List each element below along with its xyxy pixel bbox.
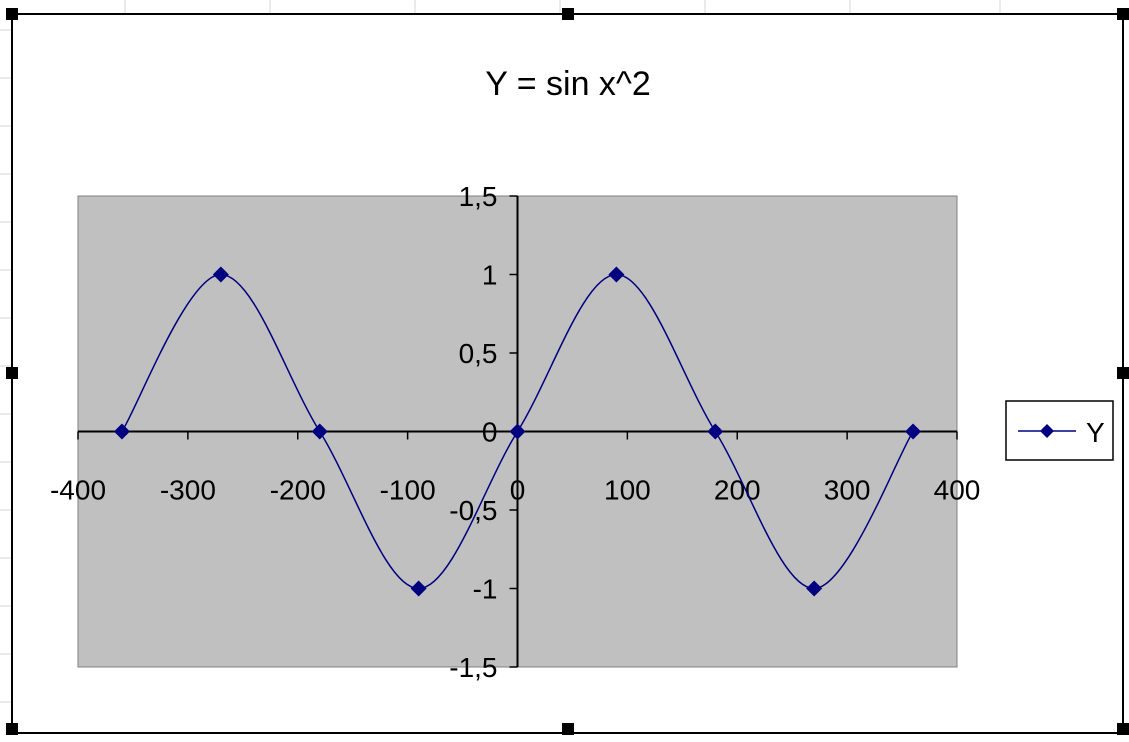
series-markers (113, 266, 922, 597)
y-tick-label: 0 (482, 417, 498, 448)
selection-handle[interactable] (6, 367, 18, 379)
selection-handle[interactable] (1117, 367, 1129, 379)
x-tick-label: 200 (714, 475, 761, 506)
x-tick-label: 300 (824, 475, 871, 506)
data-point-marker[interactable] (509, 423, 526, 440)
selection-handle[interactable] (562, 8, 574, 20)
selection-handle[interactable] (6, 8, 18, 20)
y-tick-label: 0,5 (459, 338, 498, 369)
legend-entry-label: Y (1086, 417, 1105, 448)
x-tick-label: 400 (934, 475, 981, 506)
data-point-marker[interactable] (311, 423, 328, 440)
selection-handle[interactable] (1117, 8, 1129, 20)
y-tick-label: -1 (473, 574, 498, 605)
x-tick-label: -200 (270, 475, 326, 506)
y-tick-label: 1 (482, 260, 498, 291)
selection-handle[interactable] (562, 723, 574, 735)
selection-handles (6, 8, 1129, 735)
y-tick-label: 1,5 (459, 181, 498, 212)
legend-marker-diamond (1040, 424, 1054, 438)
x-tick-label: -300 (160, 475, 216, 506)
legend[interactable]: Y (1005, 400, 1114, 461)
spreadsheet-background-grid (0, 0, 1001, 703)
y-tick-label: -0,5 (449, 495, 497, 526)
selection-handle[interactable] (1117, 723, 1129, 735)
data-point-marker[interactable] (608, 266, 625, 283)
x-tick-label: 0 (510, 475, 526, 506)
data-point-marker[interactable] (410, 580, 427, 597)
y-tick-label: -1,5 (449, 652, 497, 683)
selection-handle[interactable] (6, 723, 18, 735)
data-point-marker[interactable] (212, 266, 229, 283)
data-point-marker[interactable] (905, 423, 922, 440)
data-point-marker[interactable] (806, 580, 823, 597)
x-axis-tick-labels: -400 -300 -200 -100 0 100 200 300 400 (50, 475, 980, 506)
y-axis-tick-labels: -1,5 -1 -0,5 0 0,5 1 1,5 (449, 181, 497, 683)
x-tick-label: -100 (380, 475, 436, 506)
data-point-marker[interactable] (113, 423, 130, 440)
x-tick-label: -400 (50, 475, 106, 506)
chart-title[interactable]: Y = sin x^2 (485, 65, 651, 103)
x-tick-label: 100 (604, 475, 651, 506)
data-point-marker[interactable] (707, 423, 724, 440)
